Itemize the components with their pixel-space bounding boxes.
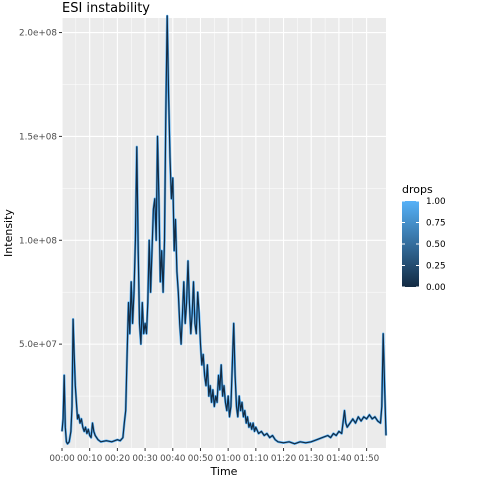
x-tick-label: 01:40 [326,454,352,464]
x-axis-title: Time [210,465,238,478]
y-axis: 5.0e+07 1.0e+08 1.5e+08 2.0e+08 [19,29,62,350]
x-axis: 00:00 00:10 00:20 00:30 00:40 00:50 01:00 01:10… [49,448,380,464]
color-legend: drops 1.00 0.75 0.50 0.25 0.00 [402,183,446,293]
x-tick-label: 00:30 [132,454,158,464]
x-tick-label: 00:00 [49,454,75,464]
legend-title: drops [402,183,433,196]
legend-colorbar [402,201,419,287]
legend-ticks: 1.00 0.75 0.50 0.25 0.00 [402,197,446,293]
data-layer [60,14,388,445]
x-tick-label: 00:40 [160,454,186,464]
minor-grid [62,18,386,448]
x-tick-label: 00:50 [188,454,214,464]
x-tick-label: 01:10 [243,454,269,464]
x-tick-label: 01:30 [299,454,325,464]
y-tick-label: 1.5e+08 [19,132,57,142]
y-tick-label: 2.0e+08 [19,29,57,39]
x-tick-label: 00:10 [77,454,103,464]
x-tick-label: 01:50 [354,454,380,464]
legend-tick-label: 0.00 [426,283,446,293]
y-tick-label: 5.0e+07 [19,340,57,350]
series-line [61,15,387,445]
legend-tick-label: 1.00 [426,197,446,207]
x-tick-label: 01:00 [215,454,241,464]
major-grid [61,18,386,448]
chart-title: ESI instability [62,1,150,16]
legend-tick-label: 0.75 [426,219,446,229]
legend-tick-label: 0.50 [426,240,446,250]
plot-panel [62,18,386,448]
x-tick-label: 00:20 [105,454,131,464]
y-axis-title: Intensity [2,209,15,257]
y-tick-label: 1.0e+08 [19,236,57,246]
x-tick-label: 01:20 [271,454,297,464]
legend-tick-label: 0.25 [426,262,446,272]
